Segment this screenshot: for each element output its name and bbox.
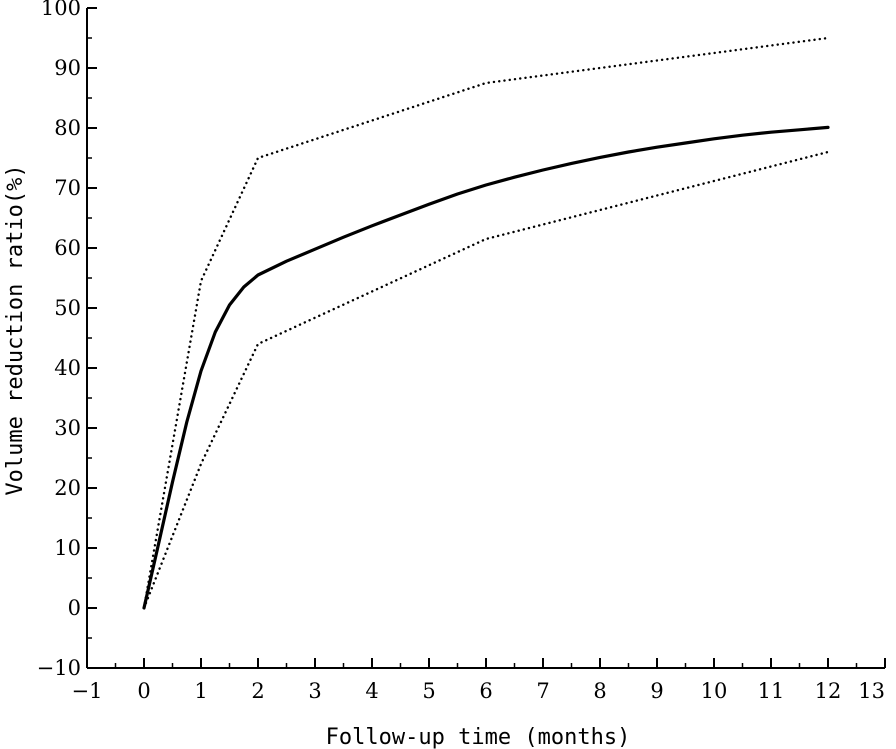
x-tick-label: 4 <box>365 679 378 703</box>
y-tick-label: 50 <box>54 296 81 320</box>
x-tick-label: 1 <box>194 679 207 703</box>
y-tick-label: 90 <box>54 56 81 80</box>
x-tick-label: 3 <box>308 679 321 703</box>
plot-area <box>142 36 830 610</box>
y-tick-label: 70 <box>54 176 81 200</box>
x-tick-label: 12 <box>815 679 842 703</box>
x-tick-label: 10 <box>701 679 728 703</box>
dotted-series-line-2 <box>142 150 830 610</box>
x-tick-label: 7 <box>536 679 549 703</box>
x-tick-label: −1 <box>72 679 103 703</box>
y-tick-label: 80 <box>54 116 81 140</box>
y-tick-label: 20 <box>54 476 81 500</box>
y-tick-label: 60 <box>54 236 81 260</box>
x-tick-label: 13 <box>858 679 885 703</box>
x-tick-label: 0 <box>137 679 150 703</box>
y-tick-label: 0 <box>68 596 81 620</box>
x-tick-label: 6 <box>479 679 492 703</box>
x-tick-label: 2 <box>251 679 264 703</box>
dotted-series-line-1 <box>142 36 830 610</box>
y-tick-label: −10 <box>37 656 81 680</box>
y-axis-title: Volume reduction ratio(%) <box>3 164 28 495</box>
solid-series-line-0 <box>142 125 830 610</box>
y-tick-label: 30 <box>54 416 81 440</box>
y-tick-label: 100 <box>41 0 81 20</box>
x-tick-label: 5 <box>422 679 435 703</box>
y-tick-label: 40 <box>54 356 81 380</box>
x-tick-label: 8 <box>593 679 606 703</box>
x-tick-label: 9 <box>650 679 663 703</box>
x-axis-title: Follow-up time (months) <box>326 725 631 749</box>
y-tick-label: 10 <box>54 536 81 560</box>
x-tick-label: 11 <box>758 679 785 703</box>
